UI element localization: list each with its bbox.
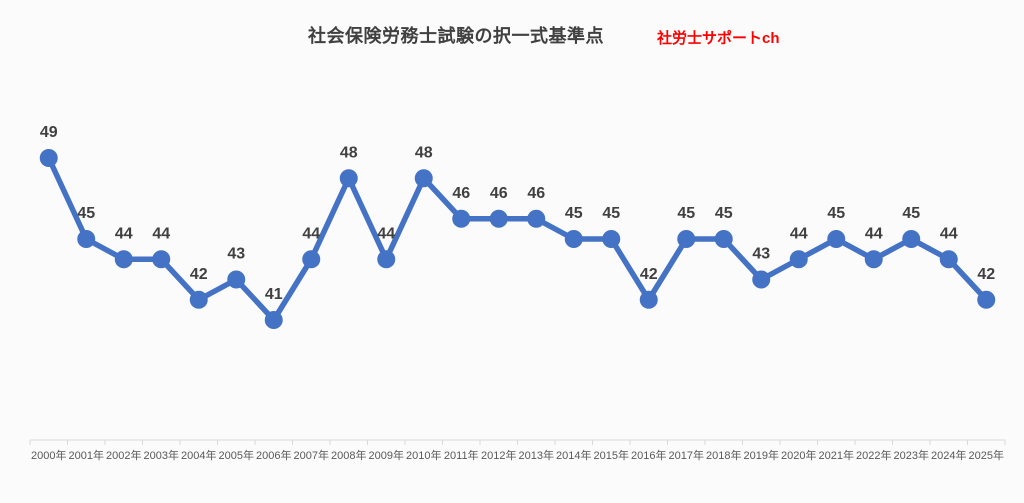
x-axis-label: 2013年 [519,448,554,462]
data-label: 46 [527,185,545,202]
x-axis-label: 2010年 [406,448,441,462]
data-label: 46 [452,185,470,202]
x-axis-label: 2011年 [444,448,479,462]
x-axis-label: 2015年 [594,448,629,462]
data-label: 45 [77,205,95,222]
x-axis-label: 2021年 [819,448,854,462]
data-label: 45 [827,205,845,222]
data-point [827,230,846,248]
x-axis-label: 2012年 [481,448,516,462]
data-point [39,149,58,167]
data-point [152,250,171,269]
x-axis-label: 2002年 [106,448,141,462]
series-line [46,155,989,323]
data-point [339,169,358,188]
data-point [114,250,133,269]
data-label: 46 [490,185,508,202]
x-axis-label: 2009年 [369,448,404,462]
x-axis-label: 2014年 [556,448,591,462]
data-label: 49 [40,124,58,141]
data-point [264,311,283,329]
x-axis-label: 2023年 [894,448,929,462]
data-point [639,290,658,309]
data-point [377,250,396,269]
data-label: 44 [152,225,170,242]
data-point [939,250,958,269]
data-label: 45 [565,205,583,222]
x-axis-label: 2019年 [744,448,779,462]
data-point [227,270,246,289]
data-label: 42 [190,266,208,283]
data-point [677,230,696,248]
x-axis-label: 2018年 [706,448,741,462]
data-label: 44 [865,225,883,242]
data-label: 44 [302,225,320,242]
x-axis-label: 2008年 [331,448,366,462]
data-label: 44 [115,225,133,242]
x-axis-label: 2025年 [969,448,1004,462]
data-point [902,230,921,248]
data-label: 42 [977,266,995,283]
data-label: 42 [640,266,658,283]
data-point [714,230,733,248]
x-axis-label: 2016年 [631,448,666,462]
data-label: 41 [265,286,283,303]
x-axis-label: 2003年 [144,448,179,462]
x-axis-label: 2006年 [256,448,291,462]
x-axis-label: 2005年 [219,448,254,462]
x-axis-label: 2020年 [781,448,816,462]
data-point [414,169,433,188]
data-label: 45 [902,205,920,222]
data-point [789,250,808,269]
data-point [302,250,321,269]
data-label: 44 [940,225,958,242]
data-point [489,209,508,228]
data-label: 48 [415,144,433,161]
x-axis-label: 2017年 [669,448,704,462]
data-point [977,290,996,309]
chart-title: 社会保険労務士試験の択一式基準点 [308,26,604,46]
data-label: 45 [715,205,733,222]
data-label: 48 [340,144,358,161]
x-axis-label: 2001年 [69,448,104,462]
x-axis-label: 2024年 [931,448,966,462]
data-point [77,230,96,248]
data-label: 43 [752,246,770,263]
data-point [189,290,208,309]
data-point [864,250,883,269]
x-axis-label: 2004年 [181,448,216,462]
x-axis-label: 2000年 [31,448,66,462]
data-point [602,230,621,248]
data-point [452,209,471,228]
data-label: 45 [677,205,695,222]
data-point [527,209,546,228]
data-label: 45 [602,205,620,222]
brand-label: 社労士サポートch [657,30,780,47]
x-axis-label: 2022年 [856,448,891,462]
data-label: 44 [790,225,808,242]
data-label: 43 [227,246,245,263]
x-axis-label: 2007年 [294,448,329,462]
data-point [564,230,583,248]
data-point [752,270,771,289]
data-label: 44 [377,225,395,242]
